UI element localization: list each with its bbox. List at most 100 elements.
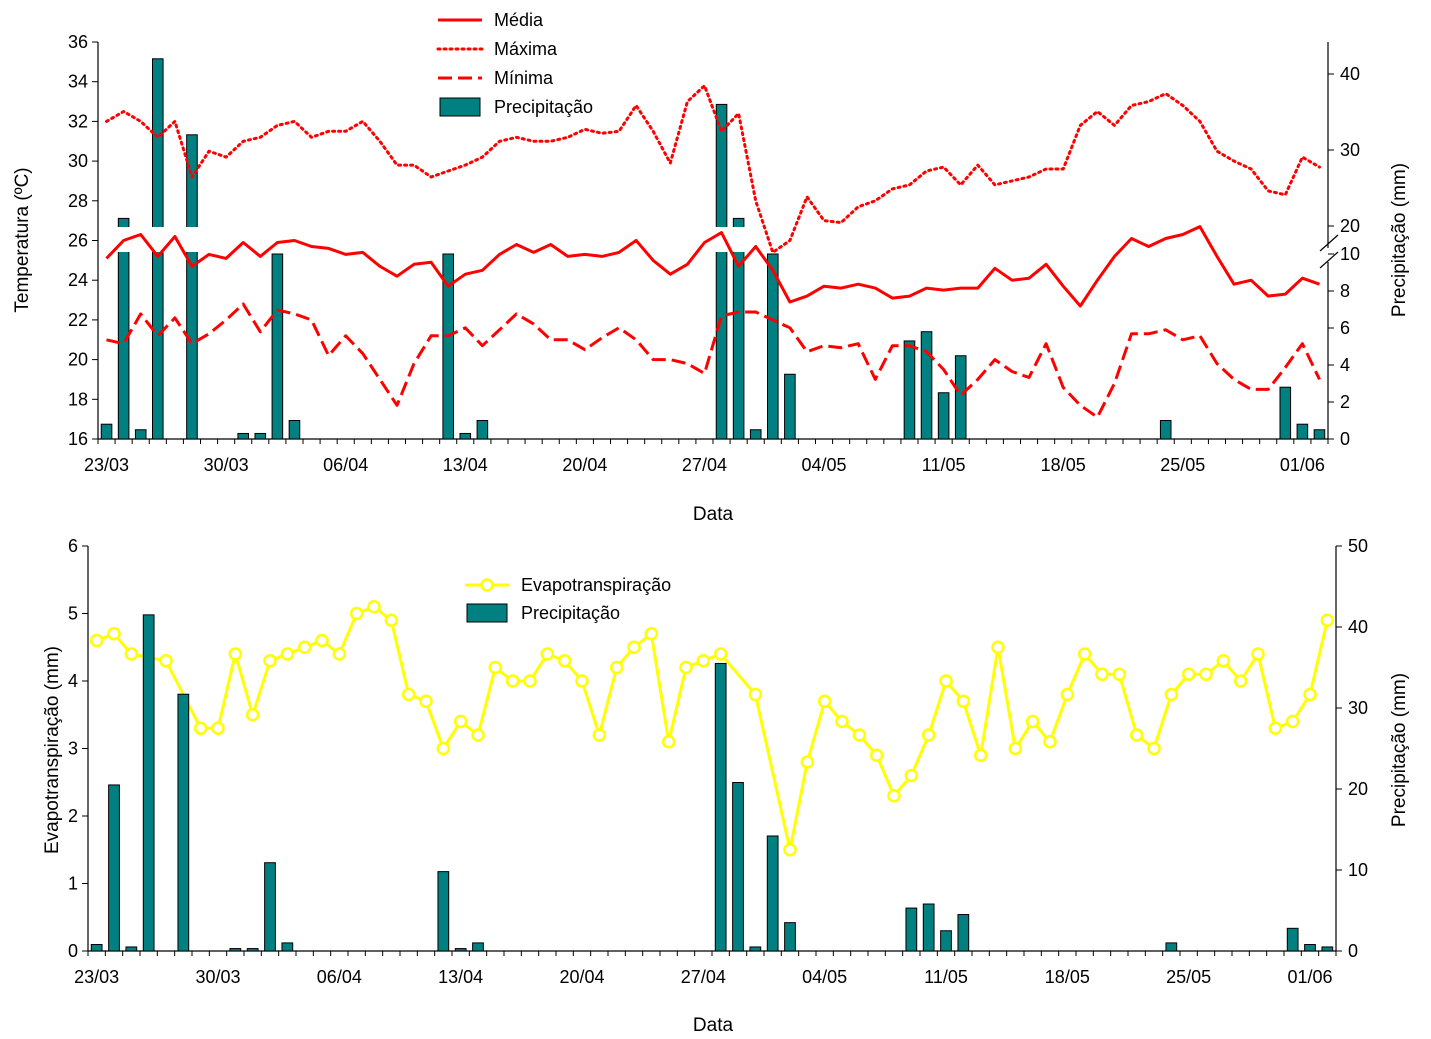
chart2-evapo-point [644, 627, 659, 641]
chart2-precip-bar [940, 930, 952, 952]
chart1-precip-bar-break [185, 227, 199, 252]
chart2-evapo-point [332, 647, 347, 661]
chart2-x-tick-label: 30/03 [195, 967, 240, 987]
chart2-evapo-point [592, 728, 607, 742]
chart2-x-tick-label: 18/05 [1045, 967, 1090, 987]
chart2-evapo-point [523, 674, 537, 688]
chart2-evapo-point [1251, 647, 1265, 661]
chart1-legend-label: Média [494, 10, 544, 30]
chart1-precip-bar [271, 253, 284, 440]
chart1-x-tick-label: 11/05 [922, 455, 966, 475]
chart2-precip-bar [281, 942, 294, 952]
chart1-x-tick-label: 27/04 [682, 455, 727, 475]
chart1-line-maxima [105, 84, 1321, 254]
chart2-evapo-point [488, 660, 503, 675]
chart2-evapo-point [783, 843, 797, 857]
chart2-evapo-point [1268, 721, 1283, 735]
chart2-evapo-point [1303, 687, 1317, 702]
chart2-evapo-point [973, 748, 988, 762]
chart2-evapo-point [1129, 728, 1144, 742]
chart1-y2-tick-label: 10 [1340, 244, 1360, 264]
chart1-legend-label: Precipitação [494, 97, 593, 117]
chart1-x-tick-label: 25/05 [1160, 455, 1205, 475]
chart2-precip-bar [957, 914, 970, 952]
chart2-precip-bar [784, 922, 796, 952]
chart2-evapo-point [835, 714, 849, 729]
chart1-y-tick-label: 16 [68, 429, 88, 449]
chart2-evapo-point [401, 687, 416, 702]
chart2-evapo-point [384, 613, 399, 627]
chart1-y-tick-label: 34 [68, 72, 88, 92]
chart2-evapo-point [609, 660, 624, 675]
chart2-evapo-point [1181, 667, 1196, 681]
chart2-y-tick-label: 5 [68, 604, 78, 624]
chart1-precip-bar [476, 420, 489, 440]
chart2-precip-bar [472, 942, 484, 952]
chart2-y-tick-label: 4 [68, 671, 78, 691]
chart2-evapo-point [263, 654, 277, 668]
chart1-precip-bar [1313, 429, 1326, 440]
chart1-precip-bar [749, 429, 762, 440]
chart1-precip-bar [117, 217, 130, 440]
chart1-x-tick-label: 06/04 [323, 455, 368, 475]
chart1-x-tick-label: 04/05 [802, 455, 847, 475]
chart2-evapo-point [245, 708, 260, 722]
chart2-precip-bar [749, 946, 762, 952]
chart2-precip-bar [732, 782, 744, 952]
chart1-line-media [105, 225, 1320, 308]
chart2-evapo-point [939, 674, 953, 688]
chart1-y-tick-label: 26 [68, 231, 88, 251]
chart2-evapo-point [869, 748, 884, 762]
chart1-y2-tick-label: 8 [1340, 281, 1350, 301]
chart2-evapo-point [315, 633, 329, 648]
chart2-y2-tick-label: 40 [1348, 617, 1368, 637]
chart2-precip-bar [246, 948, 259, 952]
chart1-y-tick-label: 22 [68, 310, 88, 330]
chart2-legend-swatch [466, 603, 508, 623]
chart2-precip-bar [108, 784, 120, 952]
chart1-legend-label: Máxima [494, 39, 558, 59]
chart2-y2-tick-label: 10 [1348, 860, 1368, 880]
chart2-evapo-point [1233, 674, 1248, 688]
chart2-evapo-point [228, 647, 243, 661]
chart2-precip-bar [766, 835, 779, 952]
chart2-evapo-point [713, 647, 728, 661]
chart2-x-tick-label: 01/06 [1287, 967, 1332, 987]
chart1-y2-axis-title: Precipitação (mm) [1389, 163, 1410, 317]
chart2-x-tick-label: 13/04 [438, 967, 483, 987]
chart1-precip-bar [254, 432, 267, 440]
chart1-precip-bar [715, 103, 728, 440]
chart1-precip-bar [784, 373, 796, 440]
chart2-evapo-point [419, 694, 433, 708]
chart2-evapo-point [991, 640, 1005, 654]
chart1-precip-bar [903, 340, 916, 440]
chart2-line-evapotranspiracao [96, 605, 1329, 852]
chart2-x-tick-label: 04/05 [802, 967, 847, 987]
chart2-evapo-point [661, 735, 676, 749]
chart2-x-tick-label: 11/05 [924, 967, 968, 987]
chart1-x-tick-label: 18/05 [1041, 455, 1086, 475]
chart2-precip-bar [905, 907, 918, 952]
chart1-precip-bar [186, 134, 198, 440]
chart2-evapo-point [887, 789, 901, 803]
chart2-evapo-point [800, 755, 815, 769]
chart2-y2-tick-label: 20 [1348, 779, 1368, 799]
chart2-evapo-point [1043, 735, 1057, 749]
chart2-evapo-point [159, 654, 173, 668]
chart2-evapo-point [1008, 741, 1023, 756]
chart1-legend-label: Mínima [494, 68, 554, 88]
chart1-y2-tick-label: 40 [1340, 64, 1360, 84]
chart2-evapo-point [956, 694, 971, 708]
chart2-evapo-point [349, 606, 364, 621]
chart2-precip-bar [264, 862, 276, 952]
chart2-y2-tick-label: 30 [1348, 698, 1368, 718]
chart2-precip-bar [437, 871, 450, 952]
chart1-y2-tick-label: 30 [1340, 140, 1360, 160]
chart2-evapo-point [1199, 667, 1213, 681]
chart1-y-tick-label: 36 [68, 32, 88, 52]
chart1-legend-swatch [439, 97, 481, 117]
chart2-precip-bar [1321, 946, 1334, 952]
chart2-x-tick-label: 23/03 [74, 967, 119, 987]
chart1-x-tick-label: 13/04 [443, 455, 488, 475]
chart1-y-tick-label: 24 [68, 270, 88, 290]
